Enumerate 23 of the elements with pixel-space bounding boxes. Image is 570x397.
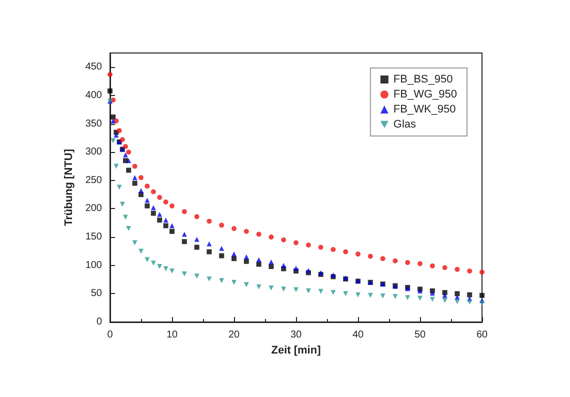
x-axis-title: Zeit [min] (271, 344, 322, 356)
legend-label: FB_BS_950 (393, 74, 453, 86)
x-tick-label: 40 (352, 330, 364, 340)
y-tick-label: 200 (85, 203, 102, 214)
x-tick-label: 60 (476, 330, 488, 340)
y-tick-label: 50 (90, 288, 102, 300)
y-tick-label: 400 (85, 90, 102, 101)
y-tick-label: 450 (85, 62, 102, 73)
legend-label: Glas (393, 118, 417, 130)
legend-label: FB_WK_950 (393, 104, 456, 116)
y-tick-label: 300 (85, 146, 102, 158)
y-tick-label: 250 (85, 174, 102, 186)
y-axis-title: Trübung [NTU] (62, 148, 75, 226)
x-tick-label: 30 (290, 330, 302, 340)
legend-label: FB_WG_950 (393, 88, 458, 100)
x-tick-label: 0 (107, 330, 114, 340)
y-tick-label: 350 (85, 118, 102, 130)
x-tick-label: 10 (166, 330, 178, 340)
x-tick-label: 50 (414, 330, 426, 340)
y-tick-label: 0 (96, 316, 102, 328)
y-tick-label: 150 (85, 232, 102, 243)
y-tick-label: 100 (85, 260, 102, 271)
x-tick-label: 20 (228, 330, 240, 340)
